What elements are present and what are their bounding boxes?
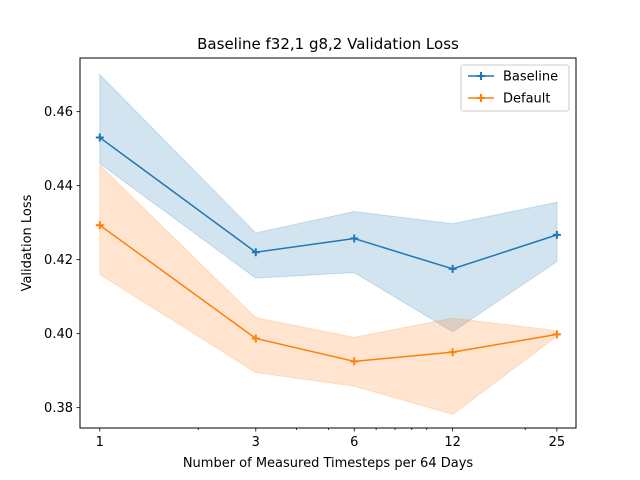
legend: Baseline Default <box>460 64 570 112</box>
point-baseline-6 <box>350 234 359 243</box>
point-baseline-25 <box>552 230 561 239</box>
x-tick-label-25: 25 <box>549 435 566 450</box>
band-baseline <box>99 73 558 333</box>
point-default-1 <box>95 221 104 230</box>
legend-marker-default <box>477 94 485 102</box>
y-axis-ticks: 0.38 0.40 0.42 0.44 0.46 <box>44 105 80 416</box>
legend-label-default: Default <box>503 92 551 107</box>
point-default-6 <box>350 357 359 366</box>
x-tick-label-3: 3 <box>252 435 260 450</box>
y-axis-label: Validation Loss <box>20 194 35 291</box>
series-markers <box>95 133 561 366</box>
point-baseline-12 <box>448 264 457 273</box>
x-tick-label-1: 1 <box>96 435 104 450</box>
y-tick-label-1: 0.40 <box>44 327 73 342</box>
x-axis-label: Number of Measured Timesteps per 64 Days <box>183 456 474 471</box>
point-baseline-1 <box>95 133 104 142</box>
x-tick-label-6: 6 <box>350 435 358 450</box>
y-tick-label-3: 0.44 <box>44 179 73 194</box>
y-tick-label-0: 0.38 <box>44 401 73 416</box>
point-baseline-3 <box>251 248 260 257</box>
x-tick-label-12: 12 <box>444 435 461 450</box>
point-default-3 <box>251 334 260 343</box>
x-axis-ticks: 1 3 6 12 25 <box>96 428 566 450</box>
y-tick-label-4: 0.46 <box>44 105 73 120</box>
y-tick-label-2: 0.42 <box>44 253 73 268</box>
legend-label-baseline: Baseline <box>503 70 558 85</box>
point-default-12 <box>448 348 457 357</box>
point-default-25 <box>552 330 561 339</box>
legend-marker-baseline <box>477 72 485 80</box>
chart-title: Baseline f32,1 g8,2 Validation Loss <box>197 35 459 53</box>
